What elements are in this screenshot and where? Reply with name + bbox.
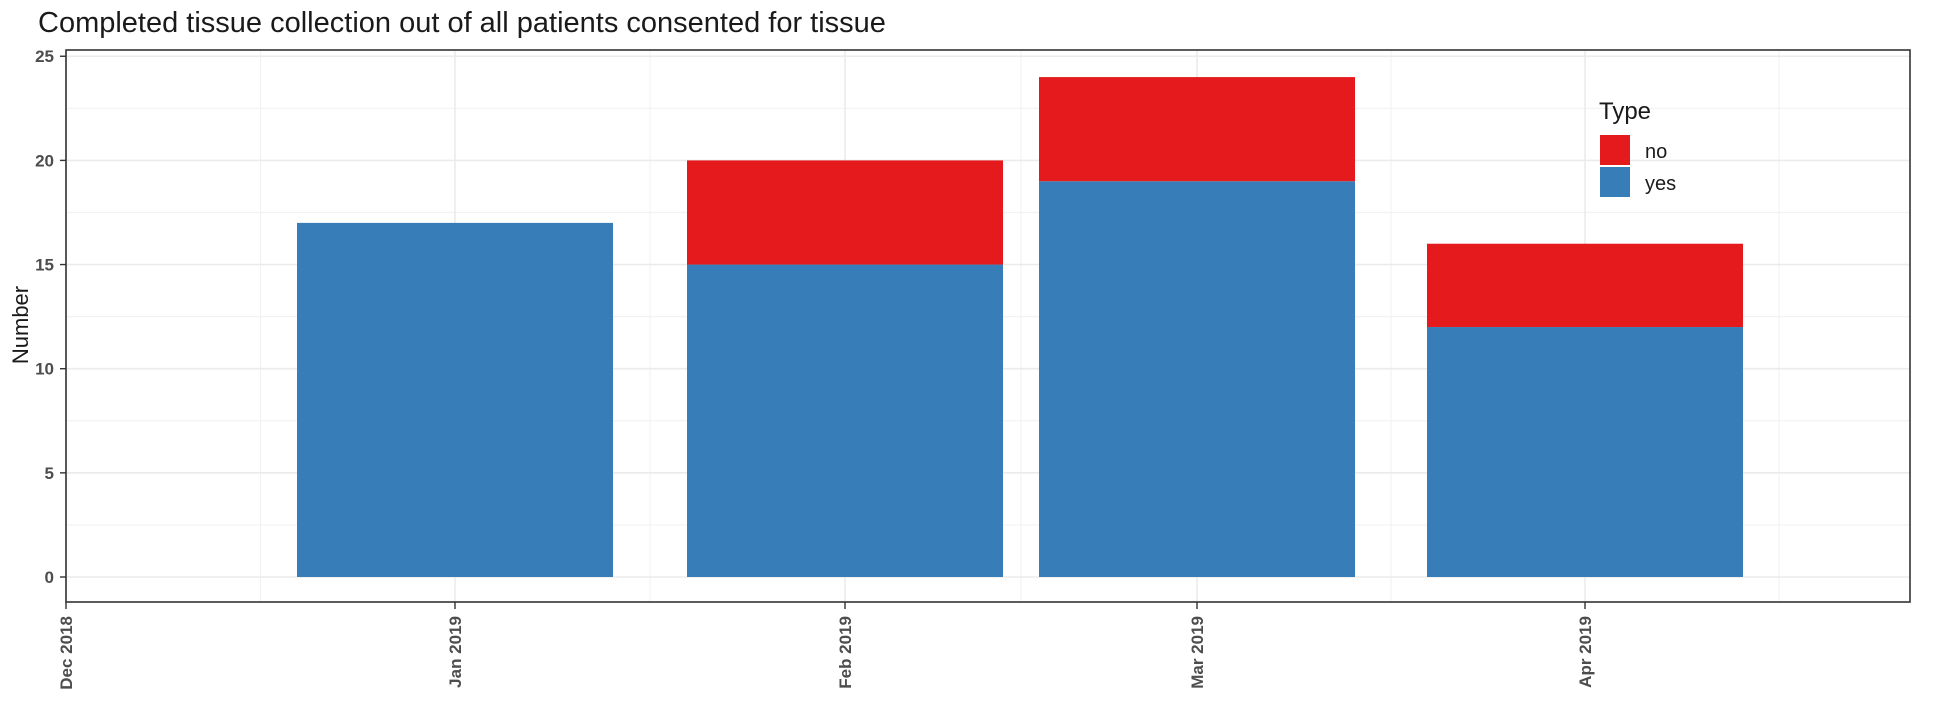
legend-key-yes [1600, 167, 1630, 197]
y-axis: 0 5 10 15 20 25 [35, 47, 66, 587]
y-tick-label: 10 [35, 360, 54, 379]
x-tick-label: Jan 2019 [446, 616, 465, 688]
x-tick-label: Dec 2018 [57, 616, 76, 690]
legend-label-no: no [1645, 141, 1667, 163]
legend-title: Type [1599, 98, 1651, 125]
bars [297, 77, 1743, 578]
plot-border [65, 49, 1911, 603]
bar-no-feb-2019 [687, 160, 1003, 265]
y-tick-label: 15 [35, 256, 54, 275]
bar-yes-jan-2019 [297, 222, 613, 578]
y-tick-label: 0 [45, 568, 54, 587]
legend: Type no yes [1599, 98, 1676, 197]
legend-label-yes: yes [1645, 173, 1676, 195]
plot-area [65, 49, 1911, 603]
bar-no-apr-2019 [1427, 243, 1743, 328]
bar-yes-feb-2019 [687, 264, 1003, 578]
y-tick-label: 20 [35, 151, 54, 170]
x-axis: Dec 2018 Jan 2019 Feb 2019 Mar 2019 Apr 2019 [57, 602, 1595, 690]
chart-title: Completed tissue collection out of all p… [38, 7, 886, 39]
bar-yes-mar-2019 [1039, 181, 1355, 578]
legend-key-no [1600, 135, 1630, 165]
y-axis-label: Number [8, 286, 33, 364]
x-tick-label: Feb 2019 [836, 616, 855, 689]
bar-no-mar-2019 [1039, 77, 1355, 182]
y-tick-label: 25 [35, 47, 54, 66]
y-tick-label: 5 [45, 464, 54, 483]
bar-yes-apr-2019 [1427, 327, 1743, 578]
x-tick-label: Mar 2019 [1188, 616, 1207, 689]
x-tick-label: Apr 2019 [1576, 616, 1595, 688]
